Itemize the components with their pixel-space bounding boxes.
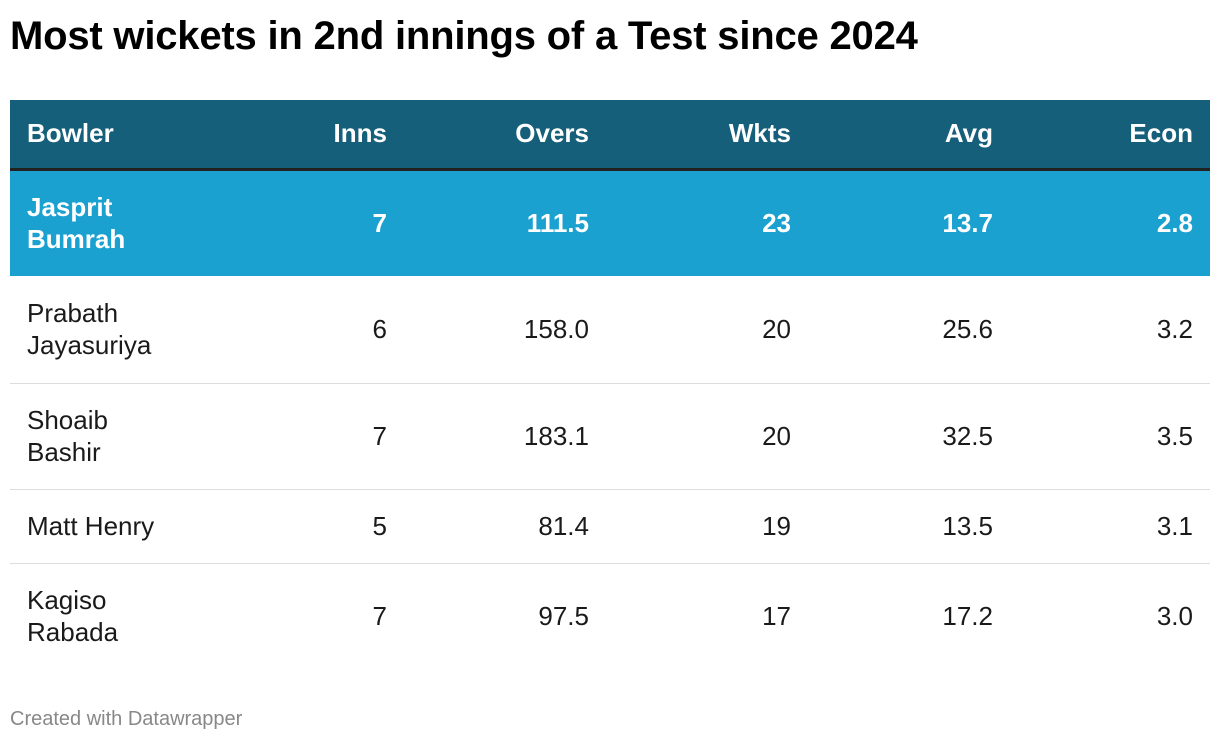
table-row-highlighted: Jasprit Bumrah 7 111.5 23 13.7 2.8 xyxy=(10,169,1210,276)
column-header-bowler[interactable]: Bowler xyxy=(27,118,114,149)
econ-cell: 3.0 xyxy=(1156,600,1193,631)
wkts-cell: 20 xyxy=(762,313,791,344)
avg-cell: 25.6 xyxy=(942,313,993,344)
credit-footer: Created with Datawrapper xyxy=(10,708,243,730)
bowler-name-line: Jayasuriya xyxy=(27,330,152,361)
inns-cell: 7 xyxy=(372,207,387,238)
overs-cell: 183.1 xyxy=(523,420,589,451)
column-header-overs[interactable]: Overs xyxy=(515,118,589,149)
bowler-name-line: Bumrah xyxy=(27,224,126,255)
bowler-name-cell: Shoaib Bashir xyxy=(10,383,210,489)
column-header-econ[interactable]: Econ xyxy=(1129,118,1193,149)
table-row: Matt Henry 5 81.4 19 13.5 3.1 xyxy=(10,489,1210,563)
avg-cell: 32.5 xyxy=(942,420,993,451)
overs-cell: 158.0 xyxy=(523,313,589,344)
table-row: Kagiso Rabada 7 97.5 17 17.2 3.0 xyxy=(10,563,1210,669)
avg-cell: 13.7 xyxy=(942,207,993,238)
wkts-cell: 20 xyxy=(762,420,791,451)
wkts-cell: 23 xyxy=(762,207,791,238)
overs-cell: 81.4 xyxy=(538,510,589,541)
overs-cell: 97.5 xyxy=(538,600,589,631)
inns-cell: 5 xyxy=(372,510,387,541)
inns-cell: 7 xyxy=(372,420,387,451)
bowler-name-cell: Matt Henry xyxy=(27,511,155,541)
table-row: Prabath Jayasuriya 6 158.0 20 25.6 3.2 xyxy=(10,276,1210,383)
inns-cell: 6 xyxy=(372,313,387,344)
bowler-name-cell: Jasprit Bumrah xyxy=(10,169,210,276)
column-header-avg[interactable]: Avg xyxy=(944,118,993,149)
bowler-name-line: Shoaib xyxy=(27,405,108,435)
wkts-cell: 17 xyxy=(762,600,791,631)
table-header-row: Bowler Inns Overs Wkts Avg Econ xyxy=(10,100,1210,169)
bowler-name-cell: Prabath Jayasuriya xyxy=(10,276,210,383)
econ-cell: 3.5 xyxy=(1156,420,1193,451)
wickets-table: Bowler Inns Overs Wkts Avg Econ Jasprit B… xyxy=(10,100,1210,669)
column-header-inns[interactable]: Inns xyxy=(333,118,387,149)
avg-cell: 17.2 xyxy=(942,600,993,631)
wkts-cell: 19 xyxy=(762,510,791,541)
bowler-name-cell: Kagiso Rabada xyxy=(10,563,210,669)
bowler-name-line: Prabath xyxy=(27,298,119,329)
table-row: Shoaib Bashir 7 183.1 20 32.5 3.5 xyxy=(10,383,1210,489)
column-header-wkts[interactable]: Wkts xyxy=(728,118,791,149)
econ-cell: 3.2 xyxy=(1156,313,1193,344)
bowler-name-line: Jasprit xyxy=(27,192,113,223)
avg-cell: 13.5 xyxy=(942,510,993,541)
inns-cell: 7 xyxy=(372,600,387,631)
overs-cell: 111.5 xyxy=(526,207,589,238)
bowler-name-line: Kagiso xyxy=(27,585,107,616)
chart-title: Most wickets in 2nd innings of a Test si… xyxy=(10,14,918,58)
bowler-name-line: Rabada xyxy=(27,617,119,648)
econ-cell: 3.1 xyxy=(1156,510,1193,541)
econ-cell: 2.8 xyxy=(1156,207,1193,238)
bowler-name-line: Bashir xyxy=(27,437,101,467)
